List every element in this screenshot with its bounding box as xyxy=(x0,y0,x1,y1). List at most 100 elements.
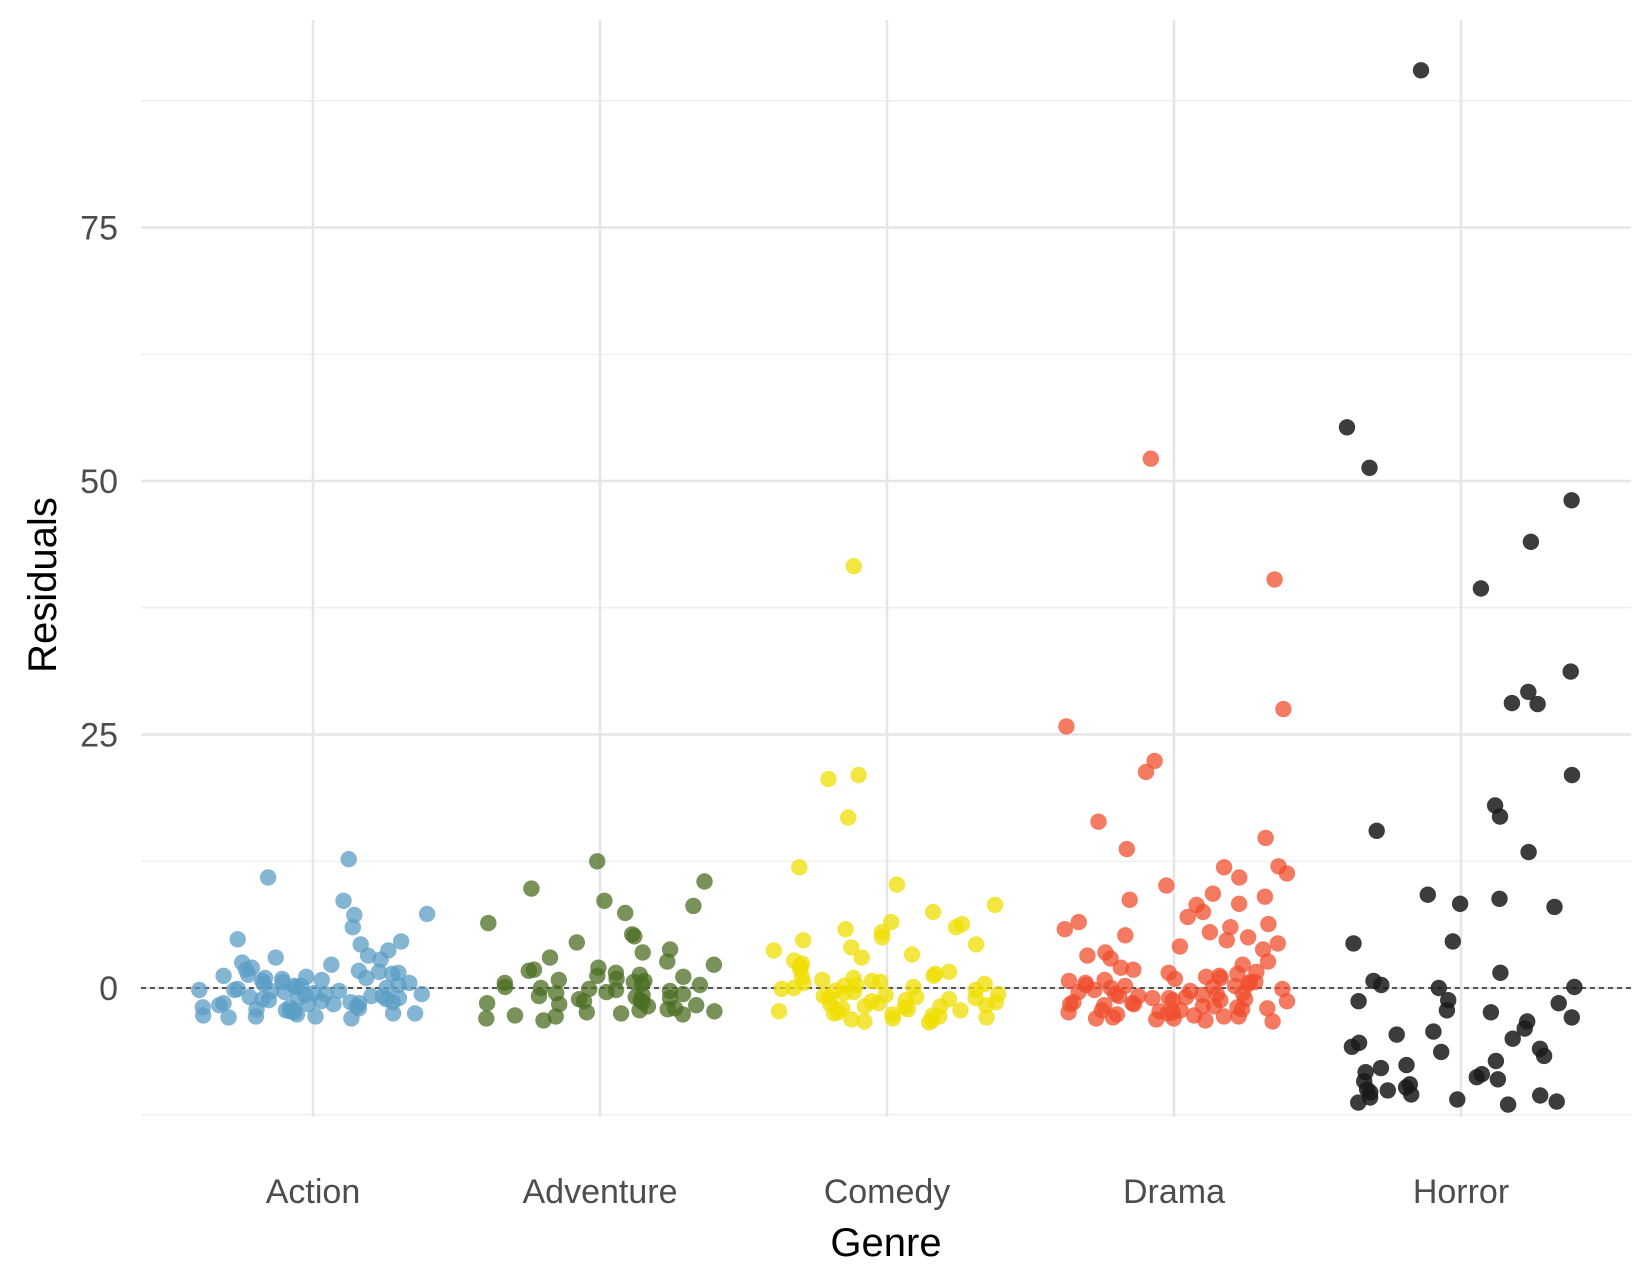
data-point-drama xyxy=(1058,718,1075,735)
data-point-comedy xyxy=(791,859,808,876)
data-point-drama xyxy=(1060,972,1078,990)
data-point-adventure xyxy=(596,892,613,909)
data-point-drama xyxy=(1215,1008,1233,1025)
data-point-adventure xyxy=(659,953,676,970)
data-point-drama xyxy=(1062,996,1079,1013)
data-point-comedy xyxy=(888,876,906,893)
data-point-comedy xyxy=(925,967,942,984)
data-point-action xyxy=(406,1005,424,1022)
data-point-drama xyxy=(1185,1007,1203,1024)
data-point-drama xyxy=(1177,988,1195,1006)
data-point-horror xyxy=(1412,62,1430,79)
data-point-comedy xyxy=(903,946,921,963)
data-point-horror xyxy=(1350,1094,1367,1111)
data-point-drama xyxy=(1110,987,1128,1005)
data-point-drama xyxy=(1212,992,1229,1009)
data-point-adventure xyxy=(626,928,643,945)
data-point-horror xyxy=(1535,1047,1553,1065)
data-point-action xyxy=(418,905,436,923)
data-point-drama xyxy=(1146,752,1163,770)
data-point-drama xyxy=(1233,1001,1251,1018)
data-point-drama xyxy=(1201,924,1219,941)
y-axis-title: Residuals xyxy=(21,497,65,673)
data-point-comedy xyxy=(967,936,985,953)
data-point-horror xyxy=(1563,1009,1581,1026)
y-tick-label: 50 xyxy=(80,463,118,501)
data-point-horror xyxy=(1522,533,1540,550)
data-point-drama xyxy=(1087,1010,1105,1027)
data-point-comedy xyxy=(795,932,812,949)
data-point-comedy xyxy=(986,896,1004,914)
data-point-horror xyxy=(1503,694,1521,712)
x-tick-label: Drama xyxy=(1123,1173,1225,1211)
data-point-action xyxy=(392,933,410,950)
data-point-adventure xyxy=(675,968,692,985)
data-points xyxy=(191,62,1583,1113)
data-point-action xyxy=(330,982,348,1000)
data-point-action xyxy=(335,892,352,909)
data-point-drama xyxy=(1230,895,1248,912)
data-point-horror xyxy=(1504,1030,1521,1047)
data-point-adventure xyxy=(578,1004,595,1021)
data-point-horror xyxy=(1566,978,1583,996)
data-point-horror xyxy=(1520,683,1537,701)
data-point-adventure xyxy=(634,944,651,961)
data-point-adventure xyxy=(478,1010,495,1027)
data-point-adventure xyxy=(478,995,496,1012)
data-point-action xyxy=(259,869,277,886)
x-axis-tick-labels: Action Adventure Comedy Drama Horror xyxy=(266,1173,1509,1211)
data-point-comedy xyxy=(924,903,942,921)
data-point-adventure xyxy=(523,880,540,897)
data-point-action xyxy=(370,963,388,980)
data-point-drama xyxy=(1112,959,1130,976)
data-point-horror xyxy=(1546,898,1563,916)
data-point-horror xyxy=(1398,1056,1415,1074)
x-tick-label: Adventure xyxy=(523,1173,678,1211)
data-point-drama xyxy=(1158,877,1175,894)
data-point-comedy xyxy=(773,980,790,998)
x-tick-label: Action xyxy=(266,1173,361,1211)
data-point-comedy xyxy=(765,942,782,959)
data-point-horror xyxy=(1350,993,1367,1010)
data-point-action xyxy=(293,977,310,995)
data-point-drama xyxy=(1164,1004,1182,1021)
data-point-adventure xyxy=(541,949,559,966)
data-point-horror xyxy=(1529,695,1546,713)
data-point-drama xyxy=(1144,989,1161,1007)
data-point-drama xyxy=(1274,980,1291,998)
data-point-adventure xyxy=(535,1012,552,1029)
data-point-adventure xyxy=(612,1005,630,1022)
data-point-action xyxy=(267,949,284,966)
data-point-action xyxy=(343,1010,360,1027)
data-point-action xyxy=(239,966,257,983)
data-point-drama xyxy=(1278,865,1296,882)
data-point-adventure xyxy=(525,961,543,978)
data-point-comedy xyxy=(835,984,853,1002)
data-point-adventure xyxy=(617,904,634,922)
data-point-action xyxy=(342,994,359,1011)
data-point-drama xyxy=(1117,927,1134,944)
data-point-drama xyxy=(1239,929,1257,946)
data-point-drama xyxy=(1264,1013,1281,1030)
data-point-drama xyxy=(1079,947,1096,964)
data-point-comedy xyxy=(863,972,880,990)
data-point-adventure xyxy=(674,985,692,1003)
data-point-horror xyxy=(1338,419,1356,436)
data-point-action xyxy=(413,985,430,1003)
data-point-comedy xyxy=(899,1001,916,1018)
data-point-horror xyxy=(1468,1069,1486,1086)
data-point-horror xyxy=(1403,1086,1420,1103)
data-point-horror xyxy=(1449,1091,1466,1108)
data-point-drama xyxy=(1125,961,1142,978)
data-point-drama xyxy=(1259,953,1277,970)
data-point-horror xyxy=(1368,822,1385,839)
data-point-action xyxy=(363,987,380,1005)
data-point-drama xyxy=(1104,1009,1122,1026)
data-point-action xyxy=(323,956,340,973)
data-point-drama xyxy=(1179,908,1196,926)
data-point-comedy xyxy=(947,919,965,936)
data-point-comedy xyxy=(847,976,865,994)
data-point-comedy xyxy=(814,971,831,989)
data-point-action xyxy=(215,967,232,984)
data-point-adventure xyxy=(480,914,497,932)
